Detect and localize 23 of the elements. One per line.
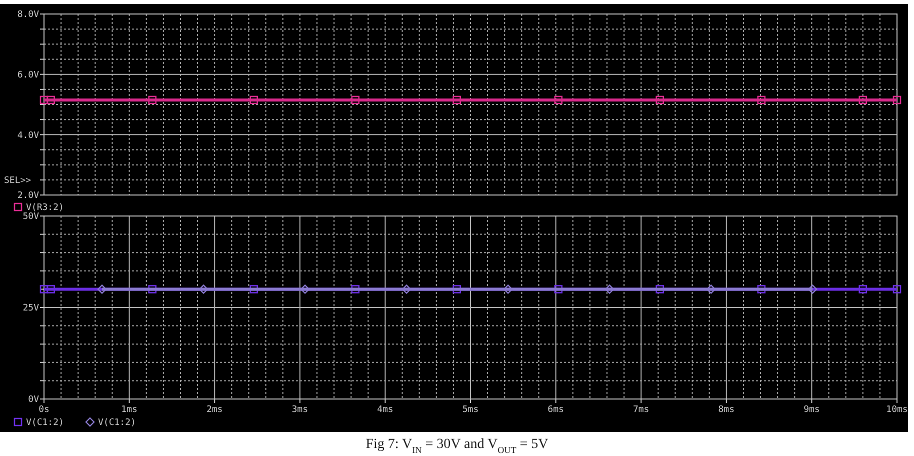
legend-label: V(C1:2) [26,418,64,428]
x-tick-label: 9ms [804,405,820,415]
x-tick-label: 6ms [548,405,564,415]
x-tick-label: 10ms [886,405,908,415]
x-tick-label: 5ms [462,405,479,415]
legend-label: V(R3:2) [26,203,64,214]
x-tick-label: 7ms [632,405,650,415]
y-tick-label: 4.0V [17,130,40,141]
text: SEL>> [4,176,32,186]
x-tick-label: 4ms [377,405,394,415]
y-tick-label: 8.0V [17,10,40,20]
y-tick-label: 50V [22,212,40,222]
y-tick-label: 25V [22,304,40,314]
x-tick-label: 3ms [292,405,308,415]
caption: Fig 7: V$_{IN}$ = 30V and V$_{OUT}$ = 5V [366,437,548,455]
legend-label: V(C1:2) [98,418,136,428]
x-tick-label: 2ms [206,405,223,415]
y-tick-label: 2.0V [17,191,40,202]
x-tick-label: 8ms [718,405,735,415]
x-tick-label: 0s [38,405,50,415]
y-tick-label: 0V [28,395,40,406]
y-tick-label: 6.0V [17,70,40,80]
x-tick-label: 1ms [121,405,138,415]
